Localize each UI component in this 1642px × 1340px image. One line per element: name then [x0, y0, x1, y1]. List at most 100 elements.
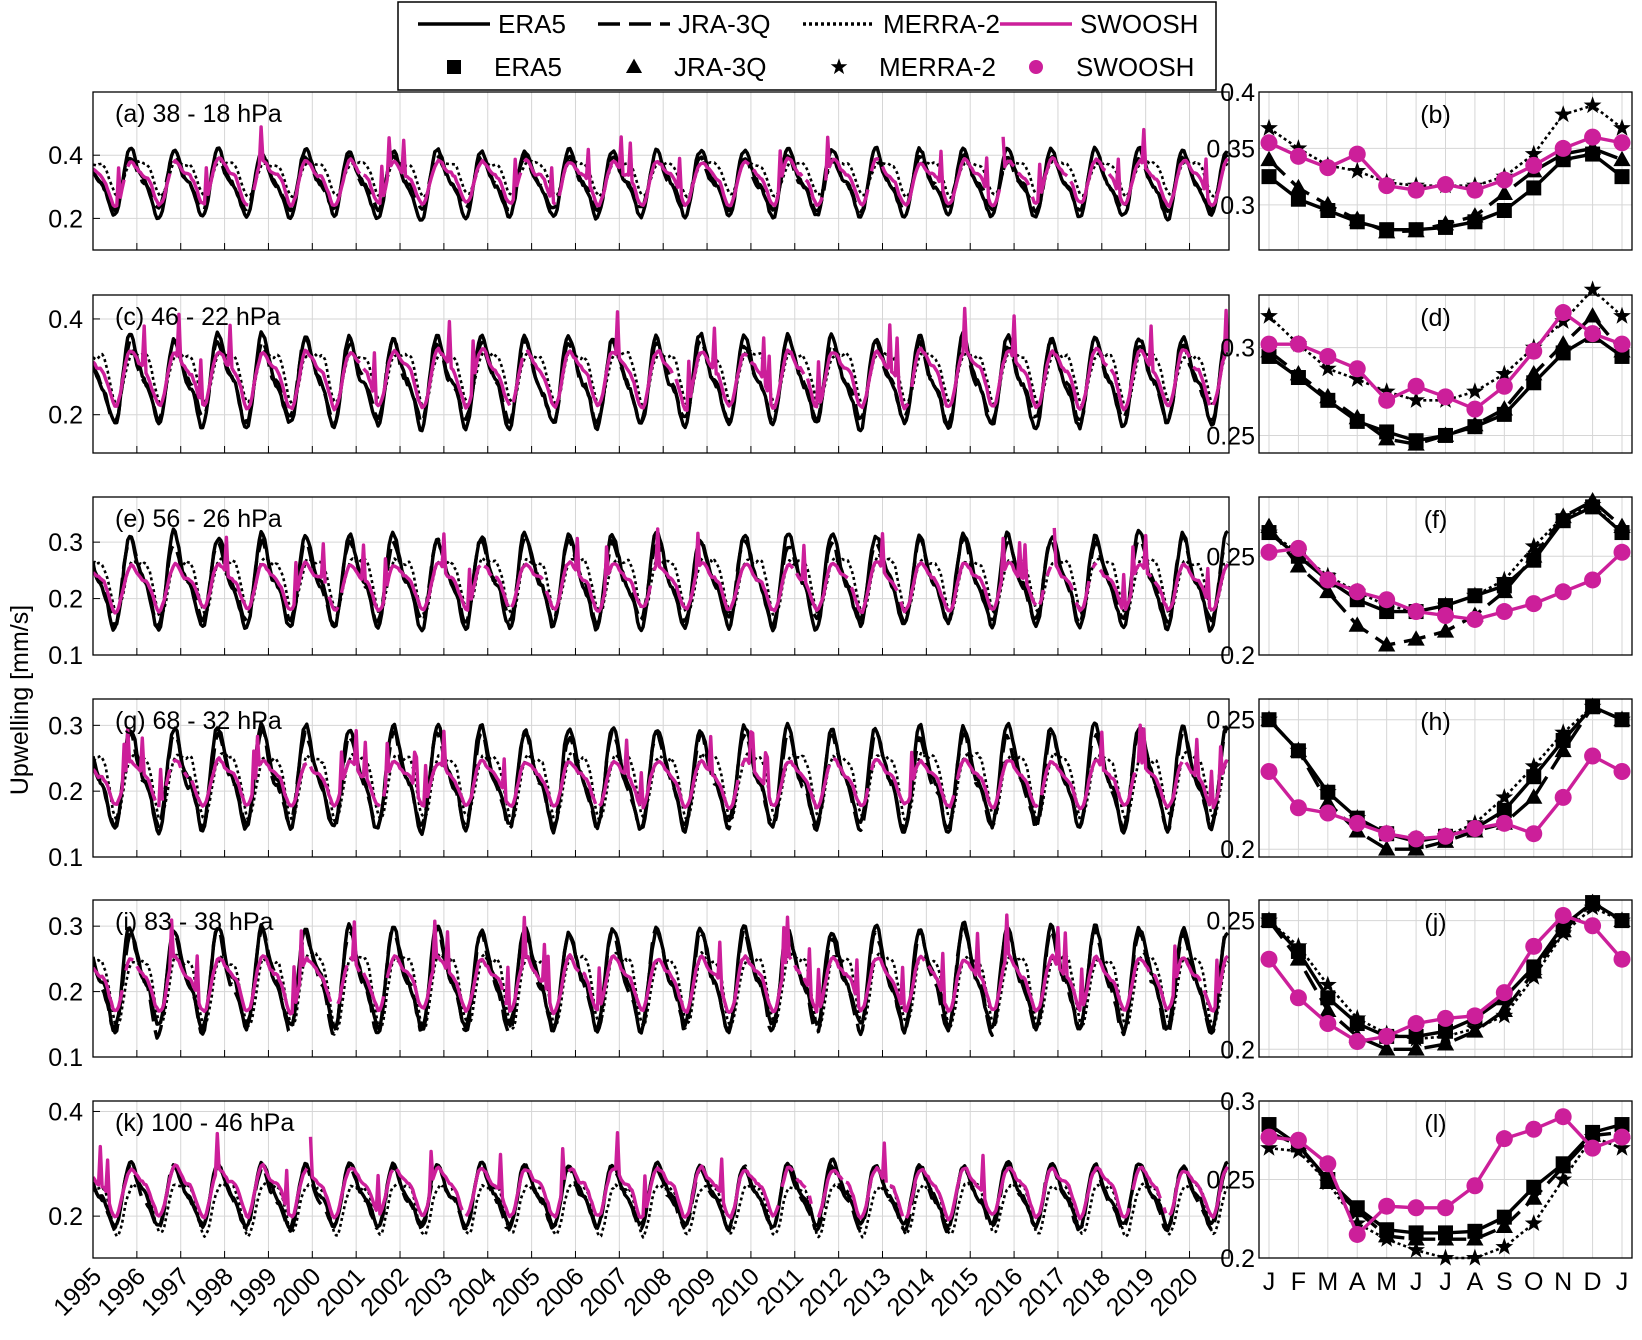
clim-merra-2-marker — [1613, 306, 1631, 324]
panel-label: (d) — [1420, 304, 1451, 332]
clim-era5-marker — [1261, 169, 1277, 185]
series-swoosh-line — [652, 527, 795, 613]
panel-c: 0.2 0.4 (c) 46 - 22 hPa — [48, 294, 1230, 454]
clim-swoosh-marker — [1525, 1120, 1543, 1138]
clim-swoosh-marker — [1319, 1015, 1337, 1033]
series-group — [93, 306, 1229, 433]
panel-k: 0.2 0.4 (k) 100 - 46 hPa — [48, 1098, 1230, 1259]
clim-jra-3q-marker — [1466, 1230, 1484, 1246]
clim-merra-2-marker — [1495, 788, 1514, 805]
y-tick-label: 0.2 — [48, 402, 83, 430]
clim-merra-2-marker — [1377, 382, 1396, 400]
clim-swoosh-marker — [1495, 171, 1513, 189]
series-swoosh-line — [385, 919, 505, 1013]
y-tick-label: 0.1 — [48, 642, 83, 670]
series-merra-2-line — [93, 1181, 1229, 1239]
series-swoosh-line — [849, 532, 899, 615]
clim-swoosh-marker — [1319, 1155, 1337, 1173]
clim-merra-2-marker — [1377, 1229, 1396, 1247]
clim-jra-3q-marker — [1495, 1217, 1513, 1233]
x-tick-label-year: 2007 — [574, 1262, 633, 1321]
panel-j: 0.2 0.25 (j) — [1206, 893, 1633, 1064]
series-swoosh-line — [172, 758, 183, 769]
clim-swoosh-marker — [1495, 603, 1513, 621]
y-tick-label: 0.2 — [1220, 1036, 1255, 1064]
clim-merra-2-marker — [1466, 586, 1484, 604]
panel-h: 0.2 0.25 (h) — [1206, 697, 1633, 864]
series-swoosh-line — [899, 536, 1038, 614]
clim-swoosh-marker — [1378, 1027, 1396, 1045]
clim-merra-2-marker — [1436, 1027, 1455, 1044]
series-swoosh-line — [1153, 562, 1229, 612]
clim-merra-2-marker — [1583, 697, 1602, 715]
legend-marker-label: SWOOSH — [1076, 52, 1194, 82]
clim-jra-3q-marker — [1289, 365, 1308, 381]
series-jra-3q-line — [93, 1161, 1229, 1234]
series-swoosh-line — [567, 1131, 780, 1220]
series-swoosh-line — [1045, 566, 1053, 577]
series-swoosh-line — [93, 166, 126, 209]
clim-swoosh-marker — [1584, 128, 1602, 146]
axes-box — [1258, 294, 1633, 454]
clim-merra-2-marker — [1554, 105, 1573, 123]
panel-label: (j) — [1424, 909, 1446, 937]
x-tick-label-month: J — [1439, 1268, 1452, 1296]
clim-jra-3q-marker — [1378, 636, 1396, 652]
series-swoosh-line — [1039, 730, 1137, 811]
series-swoosh-line — [93, 1131, 309, 1220]
series-swoosh-line — [1168, 1165, 1229, 1219]
clim-merra-2-marker — [1554, 1170, 1573, 1188]
clim-jra-3q-marker — [1583, 307, 1602, 323]
x-tick-label-month: J — [1616, 1268, 1629, 1296]
clim-swoosh-marker — [1348, 360, 1366, 378]
panel-i: 0.1 0.2 0.3 (i) 83 - 38 hPa — [48, 899, 1230, 1072]
clim-era5-marker — [1496, 203, 1512, 218]
series-swoosh-line — [1069, 157, 1107, 205]
clim-swoosh-marker — [1289, 147, 1307, 165]
series-swoosh-line — [93, 727, 157, 806]
series-swoosh-line — [869, 750, 956, 809]
panel-label: (a) 38 - 18 hPa — [115, 100, 282, 128]
clim-swoosh-marker — [1437, 388, 1454, 406]
clim-merra-2-marker — [1495, 364, 1514, 382]
clim-merra-2-marker — [1613, 118, 1631, 136]
series-swoosh-line — [869, 157, 880, 172]
y-tick-label: 0.25 — [1206, 543, 1255, 571]
clim-merra-2-marker — [1318, 359, 1337, 377]
series-swoosh-line — [135, 918, 333, 1016]
x-tick-label-year: 1998 — [180, 1262, 239, 1321]
panels: 0.2 0.4 (a) 38 - 18 hPa 0.3 0.35 0.4 (b) 0.2 0.4… — [48, 79, 1633, 1322]
series-swoosh-line — [126, 160, 172, 207]
clim-swoosh-marker — [1525, 342, 1543, 360]
clim-swoosh-marker — [1613, 543, 1631, 561]
clim-swoosh-marker — [1319, 347, 1337, 365]
clim-swoosh-marker — [1466, 400, 1484, 418]
series-swoosh-line — [504, 915, 581, 1016]
x-tick-label-year: 2002 — [355, 1262, 414, 1321]
clim-merra-2-marker — [1613, 1138, 1631, 1156]
clim-merra-2-marker — [1524, 1214, 1543, 1231]
clim-swoosh-marker — [1466, 1007, 1484, 1025]
clim-swoosh-marker — [1554, 139, 1572, 157]
clim-merra-2-marker — [1260, 118, 1278, 136]
clim-merra-2-marker — [1466, 382, 1484, 400]
clim-swoosh-marker — [1495, 1130, 1513, 1148]
series-swoosh-line — [927, 913, 1151, 1013]
series-swoosh-line — [1107, 127, 1229, 209]
series-swoosh-line — [904, 1153, 1131, 1222]
clim-jra-3q-marker — [1554, 741, 1572, 758]
clim-swoosh-marker — [1495, 814, 1513, 832]
clim-jra-3q-marker — [1260, 150, 1278, 167]
clim-jra-3q-marker — [1554, 335, 1572, 351]
clim-jra-3q-marker — [1525, 547, 1543, 563]
clim-swoosh-marker — [1348, 1033, 1366, 1051]
x-tick-label-year: 2003 — [399, 1262, 458, 1321]
series-swoosh-line — [494, 575, 510, 608]
clim-merra-2-marker — [1466, 1248, 1484, 1266]
x-tick-label-month: A — [1349, 1268, 1366, 1296]
axes-box — [92, 91, 1230, 251]
series-swoosh-line — [93, 312, 361, 412]
series-swoosh-line — [557, 135, 751, 208]
series-swoosh-line — [124, 957, 134, 971]
